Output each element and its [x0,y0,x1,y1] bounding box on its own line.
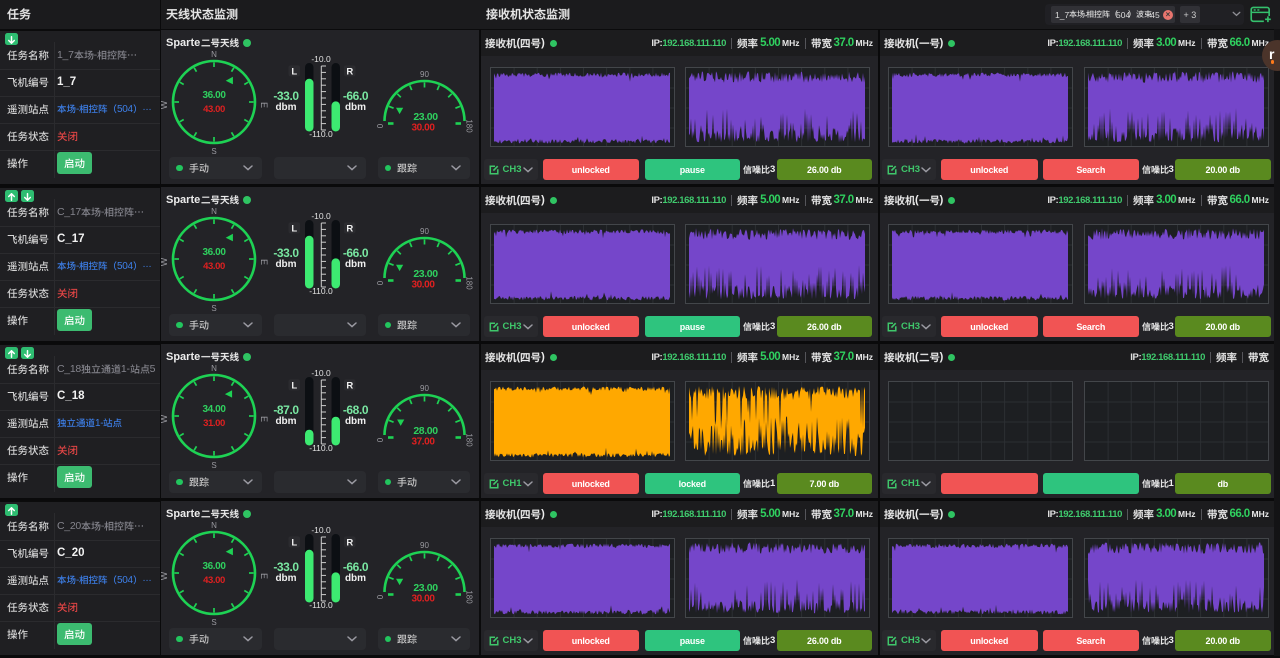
svg-text:-33.0: -33.0 [273,246,299,260]
svg-text:23.00: 23.00 [413,268,438,280]
svg-text:N: N [211,521,217,530]
svg-text:90: 90 [420,384,429,393]
svg-text:dbm: dbm [275,102,296,113]
svg-text:dbm: dbm [275,573,296,584]
svg-text:0: 0 [376,594,385,599]
svg-text:-110.0: -110.0 [309,600,333,610]
svg-text:0: 0 [376,123,385,128]
svg-text:S: S [211,304,216,313]
svg-text:-66.0: -66.0 [343,560,369,574]
svg-text:23.00: 23.00 [413,111,438,123]
svg-text:S: S [211,461,216,470]
svg-text:E: E [259,416,269,422]
svg-text:R: R [346,380,353,391]
svg-text:-87.0: -87.0 [273,403,299,417]
svg-text:-110.0: -110.0 [309,443,333,453]
svg-text:43.00: 43.00 [203,575,225,586]
svg-text:34.00: 34.00 [202,404,226,415]
svg-text:dbm: dbm [345,259,366,270]
svg-text:36.00: 36.00 [202,90,226,101]
svg-text:dbm: dbm [275,259,296,270]
svg-text:L: L [291,66,297,77]
svg-text:0: 0 [376,280,385,285]
svg-text:-10.0: -10.0 [311,54,331,64]
svg-text:dbm: dbm [345,102,366,113]
svg-text:W: W [161,257,169,266]
svg-text:28.00: 28.00 [413,425,438,437]
svg-text:W: W [161,414,169,423]
svg-text:30.00: 30.00 [411,594,435,605]
svg-text:R: R [346,537,353,548]
svg-text:N: N [211,50,217,59]
svg-text:31.00: 31.00 [203,418,225,429]
svg-text:E: E [259,259,269,265]
svg-text:R: R [346,223,353,234]
svg-text:S: S [211,147,216,156]
svg-text:dbm: dbm [275,416,296,427]
svg-text:43.00: 43.00 [203,261,225,272]
svg-text:30.00: 30.00 [411,280,435,291]
svg-text:-10.0: -10.0 [311,211,331,221]
svg-text:-10.0: -10.0 [311,368,331,378]
svg-text:L: L [291,223,297,234]
svg-text:N: N [211,364,217,373]
svg-text:-10.0: -10.0 [311,525,331,535]
svg-text:-66.0: -66.0 [343,89,369,103]
svg-text:N: N [211,207,217,216]
svg-text:L: L [291,380,297,391]
svg-text:36.00: 36.00 [202,247,226,258]
svg-text:30.00: 30.00 [411,123,435,134]
svg-text:37.00: 37.00 [411,437,435,448]
svg-text:23.00: 23.00 [413,582,438,594]
svg-text:90: 90 [420,70,429,79]
svg-text:180: 180 [465,433,474,447]
svg-text:-110.0: -110.0 [309,129,333,139]
svg-text:L: L [291,537,297,548]
svg-text:180: 180 [465,119,474,133]
svg-text:90: 90 [420,541,429,550]
svg-text:W: W [161,100,169,109]
svg-text:E: E [259,102,269,108]
svg-text:90: 90 [420,227,429,236]
svg-text:S: S [211,618,216,627]
svg-text:-33.0: -33.0 [273,89,299,103]
svg-text:180: 180 [465,276,474,290]
svg-text:dbm: dbm [345,573,366,584]
svg-text:180: 180 [465,590,474,604]
svg-text:W: W [161,571,169,580]
svg-text:0: 0 [376,437,385,442]
svg-text:-110.0: -110.0 [309,286,333,296]
svg-text:36.00: 36.00 [202,561,226,572]
svg-text:E: E [259,573,269,579]
svg-text:-66.0: -66.0 [343,246,369,260]
svg-text:43.00: 43.00 [203,104,225,115]
svg-text:R: R [346,66,353,77]
svg-text:-33.0: -33.0 [273,560,299,574]
svg-text:dbm: dbm [345,416,366,427]
svg-text:-68.0: -68.0 [343,403,369,417]
